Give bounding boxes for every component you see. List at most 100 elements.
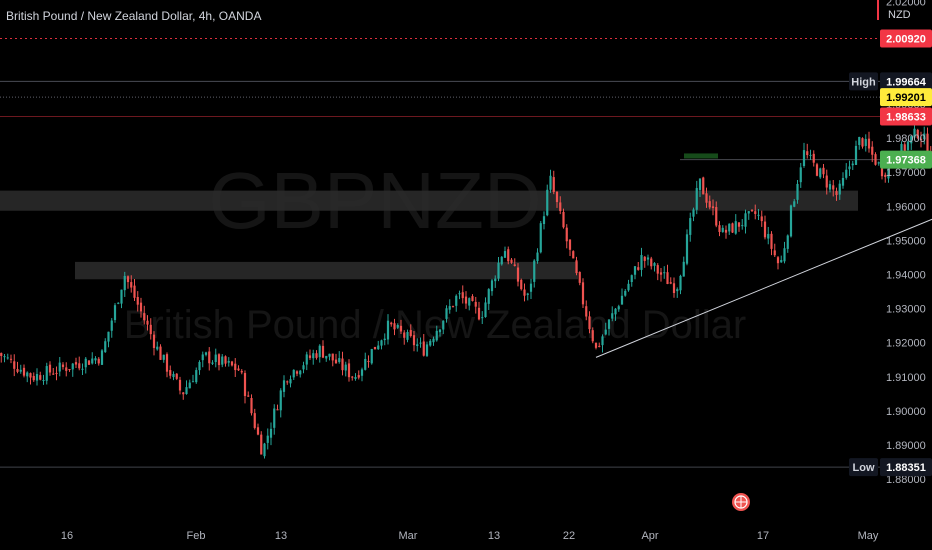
candle-body xyxy=(468,298,471,306)
candle-body xyxy=(861,138,864,147)
candle-body xyxy=(682,261,685,277)
candle-body xyxy=(377,345,380,350)
x-tick-label: 13 xyxy=(488,530,500,542)
candle-body xyxy=(9,358,13,360)
candle-body xyxy=(42,380,45,382)
support-tag: 1.97368 xyxy=(880,150,932,169)
candle-body xyxy=(594,342,598,348)
candle-body xyxy=(305,354,308,365)
candle-body xyxy=(52,373,55,375)
candle-body xyxy=(276,409,279,411)
candle-body xyxy=(338,358,341,362)
candle-body xyxy=(393,323,396,330)
candle-body xyxy=(552,177,555,192)
candle-body xyxy=(403,332,406,338)
candle-body xyxy=(754,211,757,214)
candle-body xyxy=(695,188,698,210)
y-tick-label: 1.98000 xyxy=(886,133,926,145)
candle-body xyxy=(874,154,877,165)
candle-body xyxy=(383,338,386,341)
candle-body xyxy=(227,361,230,363)
y-tick-label: 1.95000 xyxy=(886,235,926,247)
candle-body xyxy=(640,255,643,270)
y-tick-label: 1.93000 xyxy=(886,304,926,316)
y-tick-label: 2.02000 xyxy=(886,0,926,9)
candle-body xyxy=(201,354,204,361)
candle-body xyxy=(848,166,851,170)
high-tag-label-bg xyxy=(849,72,878,91)
high-tag-value: 1.99664 xyxy=(886,76,927,88)
candle-body xyxy=(188,382,191,389)
y-tick-label: 1.92000 xyxy=(886,338,926,350)
candle-body xyxy=(198,361,201,371)
candle-body xyxy=(107,331,110,342)
candle-body xyxy=(133,285,136,298)
candle-body xyxy=(386,320,390,340)
candle-body xyxy=(123,275,126,291)
chart-title[interactable]: British Pound / New Zealand Dollar, 4h, … xyxy=(6,9,262,23)
candle-body xyxy=(178,379,182,391)
candle-body xyxy=(724,229,728,233)
candle-body xyxy=(679,275,682,291)
support-box xyxy=(684,153,718,159)
candle-body xyxy=(562,211,565,228)
candle-body xyxy=(269,428,273,438)
candle-body xyxy=(19,369,22,372)
candle-body xyxy=(796,183,799,200)
x-axis: 16 Feb 13 Mar 13 22 Apr 17 May xyxy=(61,530,879,542)
candle-body xyxy=(676,289,679,292)
candle-body xyxy=(61,364,65,367)
candle-body xyxy=(741,225,744,227)
candle-body xyxy=(516,267,520,282)
candle-body xyxy=(721,227,724,233)
candle-body xyxy=(880,161,884,177)
candle-body xyxy=(884,174,887,177)
candle-body xyxy=(523,289,526,296)
candle-body xyxy=(549,175,552,190)
candle-body xyxy=(191,381,195,383)
candle-body xyxy=(559,202,562,211)
candle-body xyxy=(685,234,689,264)
red-level-tag-bg xyxy=(880,107,932,126)
candle-body xyxy=(286,381,289,383)
candle-body xyxy=(500,256,503,265)
candle-body xyxy=(328,353,331,357)
candle-body xyxy=(3,356,6,358)
candle-body xyxy=(422,341,425,356)
candle-body xyxy=(29,373,32,378)
candle-body xyxy=(45,366,48,381)
candle-body xyxy=(607,319,611,329)
candle-body xyxy=(211,362,214,364)
candle-body xyxy=(627,283,630,291)
candle-body xyxy=(887,164,890,179)
y-tick-label: 1.91000 xyxy=(886,372,926,384)
candle-body xyxy=(458,293,461,295)
candle-body xyxy=(731,223,734,233)
candle-body xyxy=(367,360,370,362)
candle-body xyxy=(214,354,217,363)
candle-body xyxy=(555,191,559,203)
candle-body xyxy=(633,266,637,275)
candle-body xyxy=(529,283,533,292)
candle-body xyxy=(292,369,295,378)
candle-body xyxy=(672,283,676,294)
candle-body xyxy=(299,370,302,375)
y-tick-label: 1.90000 xyxy=(886,406,926,418)
watermark-description: British Pound / New Zealand Dollar xyxy=(124,303,747,347)
x-tick-label: 17 xyxy=(757,530,769,542)
current-price-tag-value: 1.99201 xyxy=(886,92,926,104)
candle-body xyxy=(923,133,926,140)
candle-body xyxy=(243,373,247,396)
candle-body xyxy=(822,167,825,175)
currency-label[interactable]: NZD xyxy=(888,9,911,21)
candle-body xyxy=(162,354,165,360)
x-tick-label: Apr xyxy=(641,530,658,542)
candle-body xyxy=(409,330,412,336)
candle-body xyxy=(234,363,237,371)
x-tick-label: Mar xyxy=(399,530,418,542)
candle-body xyxy=(503,251,507,258)
candle-body xyxy=(601,336,604,346)
candle-body xyxy=(448,306,451,310)
